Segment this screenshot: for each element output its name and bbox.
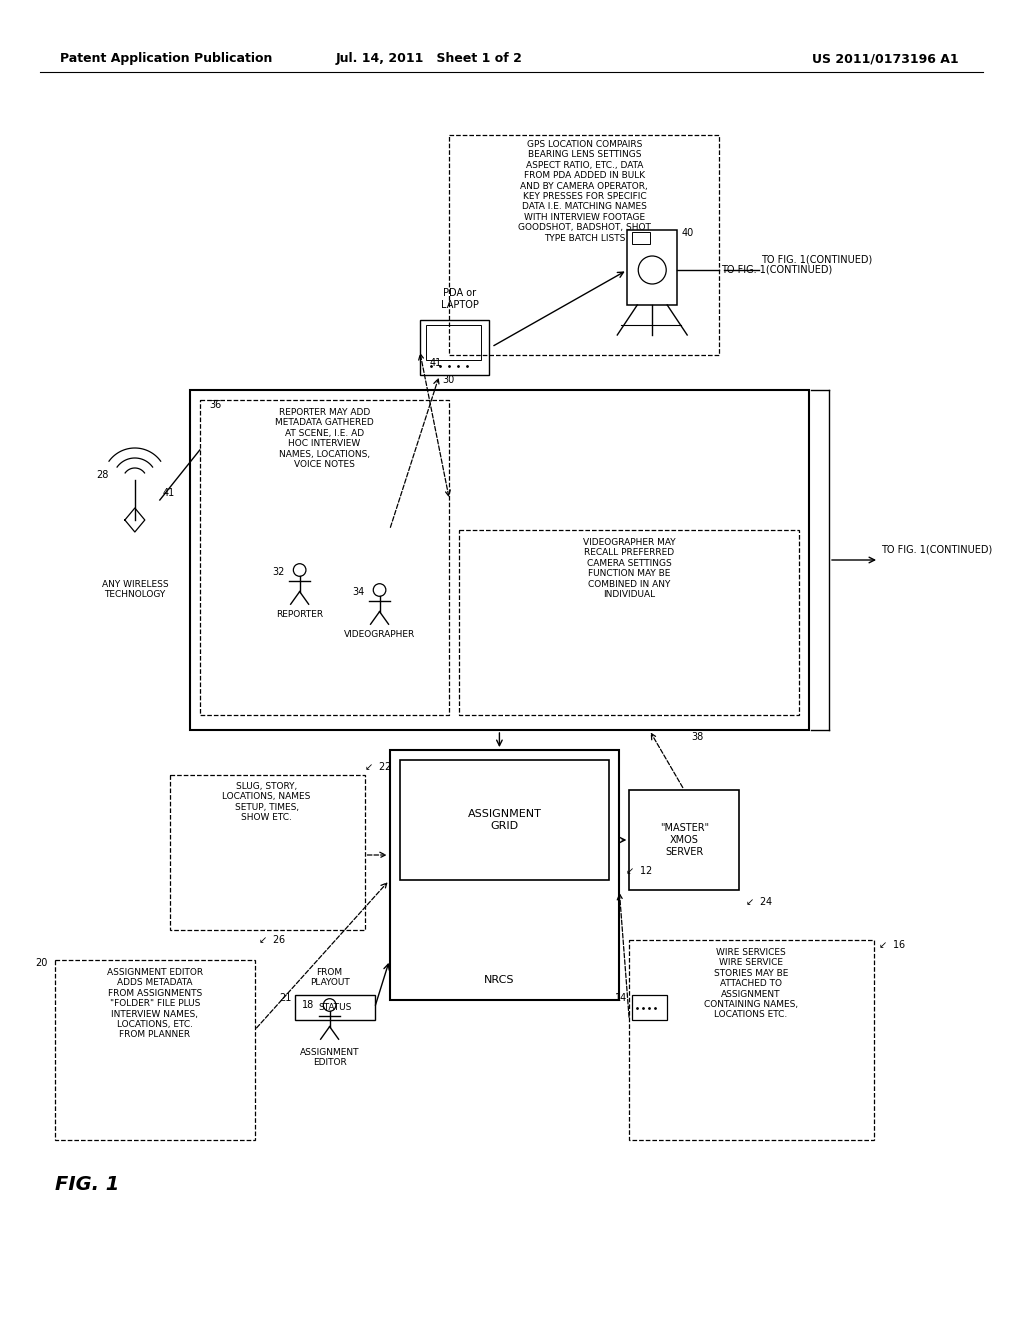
Text: 41: 41 bbox=[163, 488, 175, 498]
Text: STATUS: STATUS bbox=[317, 1002, 351, 1011]
Text: Jul. 14, 2011   Sheet 1 of 2: Jul. 14, 2011 Sheet 1 of 2 bbox=[336, 51, 523, 65]
Text: TO FIG. 1(CONTINUED): TO FIG. 1(CONTINUED) bbox=[881, 545, 992, 554]
Text: $\swarrow$ 26: $\swarrow$ 26 bbox=[257, 933, 286, 945]
Text: REPORTER: REPORTER bbox=[276, 610, 324, 619]
Text: 28: 28 bbox=[96, 470, 109, 480]
Bar bbox=[170, 775, 365, 931]
Bar bbox=[630, 940, 873, 1140]
Text: 38: 38 bbox=[691, 733, 703, 742]
Text: $\swarrow$ 12: $\swarrow$ 12 bbox=[625, 865, 652, 876]
Text: PDA or
LAPTOP: PDA or LAPTOP bbox=[440, 288, 478, 310]
Text: TO FIG. 1(CONTINUED): TO FIG. 1(CONTINUED) bbox=[761, 255, 872, 265]
Text: REPORTER MAY ADD
METADATA GATHERED
AT SCENE, I.E. AD
HOC INTERVIEW
NAMES, LOCATI: REPORTER MAY ADD METADATA GATHERED AT SC… bbox=[275, 408, 374, 469]
Bar bbox=[200, 400, 450, 715]
Bar bbox=[295, 995, 375, 1020]
Text: 32: 32 bbox=[272, 568, 285, 577]
Text: 18: 18 bbox=[302, 1001, 314, 1010]
Bar bbox=[420, 319, 489, 375]
Bar bbox=[630, 789, 739, 890]
Text: 36: 36 bbox=[210, 400, 222, 411]
Text: 14: 14 bbox=[615, 993, 628, 1003]
Bar bbox=[460, 531, 799, 715]
Text: WIRE SERVICES
WIRE SERVICE
STORIES MAY BE
ATTACHED TO
ASSIGNMENT
CONTAINING NAME: WIRE SERVICES WIRE SERVICE STORIES MAY B… bbox=[705, 948, 798, 1019]
Text: ASSIGNMENT
EDITOR: ASSIGNMENT EDITOR bbox=[300, 1048, 359, 1068]
Text: VIDEOGRAPHER: VIDEOGRAPHER bbox=[344, 630, 415, 639]
Text: US 2011/0173196 A1: US 2011/0173196 A1 bbox=[812, 51, 958, 65]
Text: SLUG, STORY,
LOCATIONS, NAMES
SETUP, TIMES,
SHOW ETC.: SLUG, STORY, LOCATIONS, NAMES SETUP, TIM… bbox=[222, 781, 311, 822]
Bar bbox=[389, 750, 620, 1001]
Text: 34: 34 bbox=[352, 587, 365, 597]
Text: 20: 20 bbox=[36, 958, 48, 968]
Text: $\swarrow$ 24: $\swarrow$ 24 bbox=[744, 895, 773, 907]
Text: 40: 40 bbox=[681, 228, 693, 238]
Text: "MASTER"
XMOS
SERVER: "MASTER" XMOS SERVER bbox=[659, 824, 709, 857]
Text: ASSIGNMENT EDITOR
ADDS METADATA
FROM ASSIGNMENTS
"FOLDER" FILE PLUS
INTERVIEW NA: ASSIGNMENT EDITOR ADDS METADATA FROM ASS… bbox=[106, 968, 203, 1039]
Bar bbox=[189, 389, 809, 730]
Text: ASSIGNMENT
GRID: ASSIGNMENT GRID bbox=[468, 809, 542, 830]
Bar bbox=[399, 760, 609, 880]
Text: 21: 21 bbox=[280, 993, 292, 1003]
Bar bbox=[427, 325, 481, 360]
Text: 30: 30 bbox=[442, 375, 455, 385]
Text: TO FIG. 1(CONTINUED): TO FIG. 1(CONTINUED) bbox=[721, 265, 833, 275]
Text: $\swarrow$ 22: $\swarrow$ 22 bbox=[364, 760, 391, 772]
Text: VIDEOGRAPHER MAY
RECALL PREFERRED
CAMERA SETTINGS
FUNCTION MAY BE
COMBINED IN AN: VIDEOGRAPHER MAY RECALL PREFERRED CAMERA… bbox=[583, 539, 676, 599]
Bar bbox=[55, 960, 255, 1140]
Text: 41: 41 bbox=[429, 358, 441, 368]
Bar bbox=[632, 232, 650, 244]
Bar bbox=[628, 230, 677, 305]
Text: FROM
PLAYOUT: FROM PLAYOUT bbox=[309, 968, 349, 987]
Bar bbox=[450, 135, 719, 355]
Text: FIG. 1: FIG. 1 bbox=[55, 1175, 120, 1195]
Text: GPS LOCATION COMPAIRS
BEARING LENS SETTINGS
ASPECT RATIO, ETC., DATA
FROM PDA AD: GPS LOCATION COMPAIRS BEARING LENS SETTI… bbox=[518, 140, 650, 243]
Text: ANY WIRELESS
TECHNOLOGY: ANY WIRELESS TECHNOLOGY bbox=[101, 579, 168, 599]
Text: Patent Application Publication: Patent Application Publication bbox=[60, 51, 272, 65]
Text: $\swarrow$ 16: $\swarrow$ 16 bbox=[877, 939, 906, 950]
Bar bbox=[632, 995, 668, 1020]
Text: NRCS: NRCS bbox=[484, 975, 515, 985]
